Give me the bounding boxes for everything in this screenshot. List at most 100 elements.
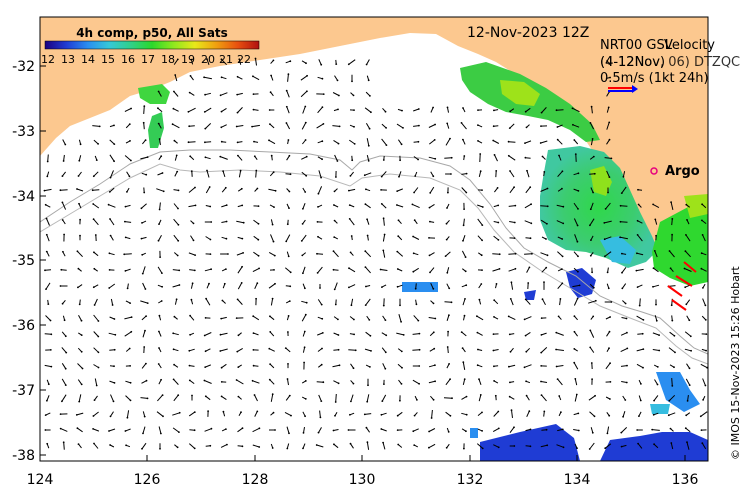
velocity-arrow-head <box>608 176 611 179</box>
velocity-arrow-head <box>610 301 613 303</box>
velocity-arrow-head <box>531 252 533 255</box>
velocity-arrow-head <box>637 203 640 206</box>
velocity-arrow-head <box>379 268 382 271</box>
velocity-arrow-head <box>365 63 368 66</box>
velocity-arrow-head <box>592 191 594 194</box>
velocity-arrow-head <box>545 428 548 431</box>
velocity-arrow-head <box>461 347 464 349</box>
velocity-arrow <box>287 378 289 386</box>
velocity-arrow-head <box>352 382 355 385</box>
velocity-arrow-head <box>626 364 628 367</box>
velocity-arrow <box>590 202 594 210</box>
velocity-arrow-head <box>92 218 95 221</box>
velocity-arrow-head <box>492 333 495 335</box>
velocity-arrow-head <box>140 237 143 240</box>
velocity-arrow-head <box>590 105 593 108</box>
velocity-arrow-head <box>209 205 212 208</box>
velocity-arrow-head <box>302 447 304 450</box>
velocity-arrow-head <box>575 393 578 396</box>
velocity-arrow-head <box>476 331 479 334</box>
velocity-arrow-head <box>256 187 259 190</box>
velocity-arrow-head <box>76 427 79 430</box>
velocity-arrow-head <box>350 304 353 307</box>
velocity-arrow <box>541 394 547 402</box>
velocity-arrow <box>268 139 276 145</box>
velocity-arrow-head <box>237 334 240 337</box>
velocity-arrow <box>477 218 483 226</box>
velocity-arrow <box>44 333 52 335</box>
velocity-arrow-head <box>158 347 160 349</box>
velocity-arrow-head <box>285 105 288 108</box>
velocity-arrow <box>668 394 676 402</box>
velocity-arrow <box>237 155 243 161</box>
velocity-arrow-head <box>622 415 624 418</box>
velocity-arrow <box>221 363 227 369</box>
velocity-arrow <box>557 139 563 145</box>
velocity-arrow <box>93 364 99 368</box>
velocity-arrow-head <box>287 139 290 141</box>
velocity-arrow-head <box>670 304 673 307</box>
velocity-arrow-head <box>204 317 207 319</box>
velocity-arrow-head <box>337 334 340 336</box>
colorbar-tick: 19 <box>181 53 195 66</box>
x-tick: 124 <box>27 472 54 488</box>
velocity-arrow-head <box>92 428 94 430</box>
velocity-arrow <box>108 283 116 289</box>
velocity-arrow-head <box>479 394 482 396</box>
velocity-arrow-head <box>252 315 255 318</box>
velocity-arrow-head <box>705 349 707 352</box>
velocity-arrow-head <box>366 234 369 237</box>
velocity-arrow-head <box>620 192 623 195</box>
velocity-arrow-head <box>449 137 451 140</box>
velocity-arrow-head <box>351 159 354 162</box>
velocity-arrow-head <box>686 441 688 444</box>
velocity-arrow-head <box>274 429 276 431</box>
velocity-arrow-head <box>191 282 194 285</box>
velocity-arrow <box>270 394 274 402</box>
velocity-arrow-head <box>124 270 127 272</box>
velocity-arrow <box>462 298 466 306</box>
velocity-arrow <box>701 442 707 450</box>
velocity-arrow-head <box>93 304 96 306</box>
velocity-arrow-head <box>143 415 146 418</box>
velocity-arrow <box>221 124 227 128</box>
velocity-arrow <box>110 170 114 178</box>
velocity-arrow-head <box>540 111 543 114</box>
velocity-arrow-head <box>126 191 128 193</box>
velocity-arrow-head <box>464 270 467 273</box>
velocity-arrow-head <box>288 432 290 435</box>
argo-marker[interactable] <box>650 167 658 175</box>
velocity-arrow-head <box>92 175 95 178</box>
velocity-arrow-head <box>128 123 131 125</box>
velocity-arrow-head <box>701 203 703 206</box>
velocity-arrow <box>286 90 290 98</box>
velocity-arrow-head <box>189 155 192 158</box>
velocity-arrow-head <box>450 301 453 304</box>
velocity-arrow <box>205 364 211 368</box>
velocity-arrow-head <box>50 365 53 368</box>
velocity-arrow <box>366 59 370 65</box>
velocity-arrow-head <box>333 236 336 239</box>
velocity-arrow <box>509 427 515 433</box>
velocity-arrow <box>669 331 675 337</box>
velocity-arrow-head <box>367 144 370 147</box>
velocity-arrow-head <box>113 348 116 351</box>
velocity-arrow-head <box>465 430 467 433</box>
velocity-arrow-head <box>222 170 225 173</box>
velocity-arrow <box>159 202 161 210</box>
velocity-arrow <box>268 283 276 289</box>
velocity-arrow-head <box>546 254 549 257</box>
velocity-arrow-head <box>382 249 385 252</box>
velocity-arrow-head <box>272 240 275 243</box>
velocity-arrow-head <box>513 445 516 447</box>
velocity-arrow-head <box>368 127 371 130</box>
velocity-arrow <box>270 298 274 306</box>
velocity-arrow <box>524 140 532 144</box>
velocity-arrow-head <box>621 271 623 274</box>
velocity-arrow <box>269 348 275 352</box>
velocity-arrow-head <box>173 363 176 366</box>
velocity-arrow-head <box>636 252 638 255</box>
velocity-arrow-head <box>321 347 323 350</box>
velocity-arrow <box>205 236 211 240</box>
velocity-arrow <box>670 442 674 450</box>
